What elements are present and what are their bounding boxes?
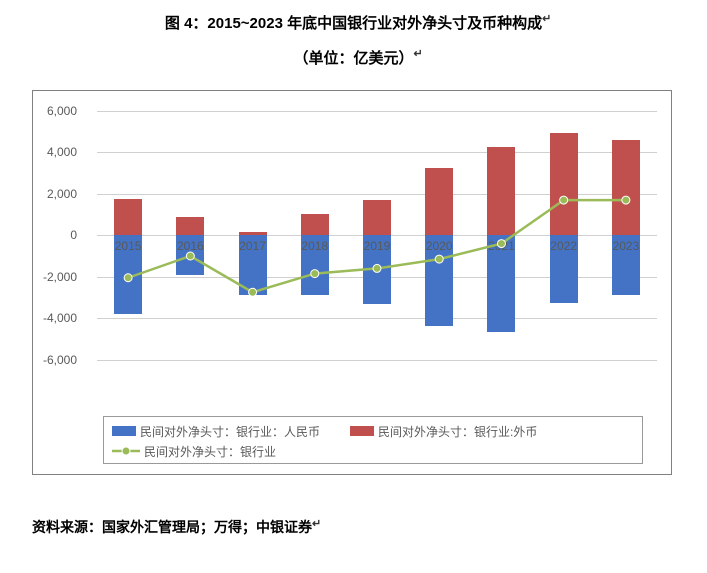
legend-item: 民间对外净头寸：银行业：人民币: [112, 423, 320, 440]
chart-subtitle: （单位：亿美元）↵: [0, 47, 707, 68]
ytick-label: -2,000: [27, 270, 77, 284]
legend-item: 民间对外净头寸：银行业: [112, 443, 276, 460]
legend-swatch: [350, 426, 374, 436]
ytick-label: -6,000: [27, 353, 77, 367]
legend-label: 民间对外净头寸：银行业:外币: [378, 423, 537, 440]
ytick-label: 6,000: [27, 104, 77, 118]
ytick-label: -4,000: [27, 311, 77, 325]
ytick-label: 0: [27, 228, 77, 242]
source-text: 资料来源：国家外汇管理局；万得；中银证券↵: [32, 517, 312, 537]
line-series: [97, 111, 657, 401]
legend-label: 民间对外净头寸：银行业：人民币: [140, 423, 320, 440]
cursor-glyph: ↵: [312, 517, 321, 530]
ytick-label: 2,000: [27, 187, 77, 201]
cursor-glyph: ↵: [542, 12, 551, 25]
cursor-glyph: ↵: [414, 47, 423, 60]
legend-item: 民间对外净头寸：银行业:外币: [350, 423, 537, 440]
legend-label: 民间对外净头寸：银行业: [144, 443, 276, 460]
chart-title: 图 4：2015~2023 年底中国银行业对外净头寸及币种构成↵: [0, 0, 707, 33]
legend-line-icon: [112, 443, 140, 459]
legend-swatch: [112, 426, 136, 436]
plot-area: -6,000-4,000-2,00002,0004,0006,000201520…: [97, 111, 657, 401]
ytick-label: 4,000: [27, 145, 77, 159]
chart-container: -6,000-4,000-2,00002,0004,0006,000201520…: [32, 90, 672, 475]
legend: 民间对外净头寸：银行业：人民币 民间对外净头寸：银行业:外币民间对外净头寸：银行业: [103, 416, 643, 464]
